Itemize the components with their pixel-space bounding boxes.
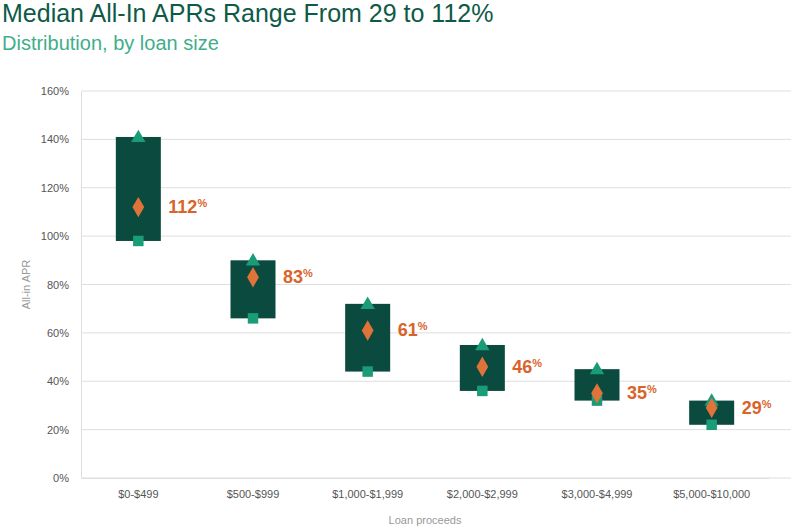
y-tick-label: 80%: [47, 279, 69, 291]
y-tick: 40%: [47, 375, 81, 387]
x-tick: $1,000-$1,999: [332, 478, 403, 500]
grid-line: [81, 91, 791, 92]
x-axis-line: [82, 478, 770, 479]
y-tick: 120%: [41, 182, 81, 194]
x-tick: $3,000-$4,999: [562, 478, 633, 500]
x-tick-label: $2,000-$2,999: [447, 488, 518, 500]
grid-line: [81, 139, 791, 140]
y-tick-label: 100%: [41, 230, 69, 242]
grid-line: [81, 429, 791, 430]
grid-line: [81, 332, 791, 333]
x-tick: $500-$999: [227, 478, 280, 500]
grid-line: [81, 284, 791, 285]
y-tick-label: 120%: [41, 182, 69, 194]
y-tick: 160%: [41, 85, 81, 97]
x-axis-title: Loan proceeds: [389, 514, 462, 526]
x-tick-label: $1,000-$1,999: [332, 488, 403, 500]
subtitle: Distribution, by loan size: [2, 32, 219, 54]
range-box: [460, 345, 505, 391]
y-axis-title: All-in APR: [20, 260, 32, 310]
x-tick-label: $5,000-$10,000: [673, 488, 750, 500]
data-labels: 112% 83% 61% 46% 35% 29%: [168, 197, 771, 418]
y-tick: 80%: [47, 279, 81, 291]
data-label: 61%: [398, 320, 428, 340]
title: Median All-In APRs Range From 29 to 112%: [2, 0, 493, 27]
x-tick: $2,000-$2,999: [447, 478, 518, 500]
median-marker: [132, 197, 144, 217]
median-marker: [476, 357, 488, 377]
low-marker: [133, 236, 143, 246]
chart: Median All-In APRs Range From 29 to 112%…: [0, 0, 800, 530]
range-box: [116, 137, 161, 241]
y-tick: 140%: [41, 133, 81, 145]
grid-line: [81, 381, 791, 382]
low-marker: [362, 366, 372, 376]
y-tick-label: 140%: [41, 133, 69, 145]
x-axis: $0-$499 $500-$999 $1,000-$1,999 $2,000-$2,9…: [82, 478, 770, 500]
low-marker: [477, 386, 487, 396]
high-marker: [131, 130, 145, 142]
low-marker: [706, 420, 716, 430]
y-tick-label: 160%: [41, 85, 69, 97]
y-axis: 0% 20% 40% 60% 80% 100% 120% 140% 160%: [41, 85, 82, 484]
median-marker: [706, 398, 718, 418]
high-marker: [360, 297, 374, 309]
y-axis-line: [81, 92, 82, 479]
y-tick-label: 20%: [47, 424, 69, 436]
x-tick: $0-$499: [118, 478, 158, 500]
y-tick: 0%: [53, 472, 81, 484]
grid-line: [81, 236, 791, 237]
data-label: 83%: [283, 267, 313, 287]
median-marker: [247, 267, 259, 287]
y-tick-label: 0%: [53, 472, 69, 484]
data-label: 35%: [627, 383, 657, 403]
x-tick: $5,000-$10,000: [673, 478, 750, 500]
grid: [81, 91, 791, 478]
x-tick-label: $3,000-$4,999: [562, 488, 633, 500]
x-tick-label: $0-$499: [118, 488, 158, 500]
x-tick-label: $500-$999: [227, 488, 280, 500]
y-tick: 20%: [47, 424, 81, 436]
high-marker: [475, 338, 489, 350]
plot: 0% 20% 40% 60% 80% 100% 120% 140% 160% $0-$499 $50…: [41, 85, 791, 500]
y-tick-label: 40%: [47, 375, 69, 387]
y-tick-label: 60%: [47, 327, 69, 339]
data-label: 46%: [512, 357, 542, 377]
range-box: [345, 304, 390, 372]
low-marker: [248, 313, 258, 323]
high-marker: [590, 362, 604, 374]
data-label: 29%: [742, 398, 772, 418]
grid-line: [81, 478, 791, 479]
y-tick: 100%: [41, 230, 81, 242]
median-marker: [591, 383, 603, 403]
data-label: 112%: [168, 197, 207, 217]
range-box: [231, 260, 276, 318]
y-tick: 60%: [47, 327, 81, 339]
median-marker: [362, 320, 374, 340]
grid-line: [81, 187, 791, 188]
high-marker: [246, 253, 260, 265]
marks: [116, 130, 734, 430]
